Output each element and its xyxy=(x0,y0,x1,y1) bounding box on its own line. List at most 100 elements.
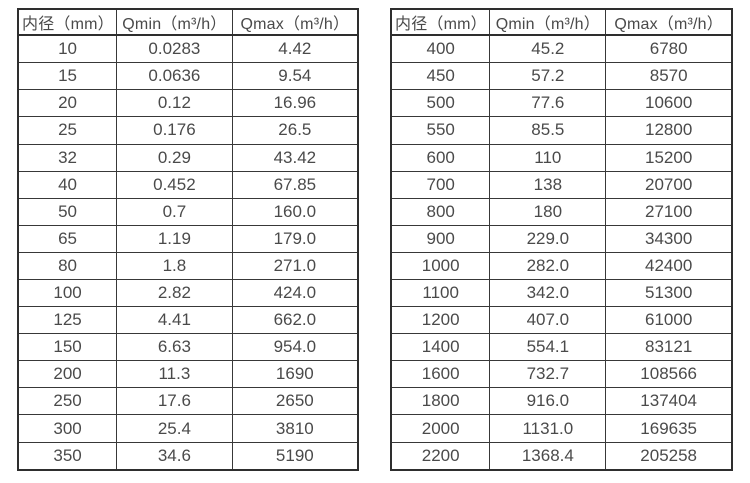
cell-qmax: 169635 xyxy=(605,414,733,443)
cell-qmax: 20700 xyxy=(605,170,733,199)
cell-qmin: 1.8 xyxy=(116,251,233,281)
table-row: 2000 1131.0 169635 xyxy=(390,414,733,443)
table-row: 10 0.0283 4.42 xyxy=(17,34,359,64)
cell-diameter: 400 xyxy=(390,34,491,64)
table-row: 200 11.3 1690 xyxy=(17,360,359,389)
cell-qmax: 424.0 xyxy=(231,278,359,308)
header-diameter: 内径（mm） xyxy=(390,8,491,36)
table-row: 1600 732.7 108566 xyxy=(390,360,733,389)
cell-diameter: 600 xyxy=(390,143,491,172)
cell-qmax: 137404 xyxy=(605,387,733,416)
cell-qmax: 2650 xyxy=(231,387,359,416)
cell-diameter: 80 xyxy=(17,251,118,281)
cell-qmax: 108566 xyxy=(605,360,733,389)
cell-qmin: 45.2 xyxy=(489,34,607,64)
cell-qmin: 1368.4 xyxy=(489,441,607,471)
cell-diameter: 800 xyxy=(390,197,491,226)
table-row: 1400 554.1 83121 xyxy=(390,333,733,362)
cell-qmin: 6.63 xyxy=(116,333,233,362)
cell-qmax: 3810 xyxy=(231,414,359,443)
cell-diameter: 40 xyxy=(17,170,118,199)
table-row: 25 0.176 26.5 xyxy=(17,116,359,145)
table-row: 20 0.12 16.96 xyxy=(17,89,359,118)
cell-diameter: 450 xyxy=(390,62,491,91)
cell-qmin: 138 xyxy=(489,170,607,199)
cell-diameter: 10 xyxy=(17,34,118,64)
cell-qmax: 8570 xyxy=(605,62,733,91)
table-row: 800 180 27100 xyxy=(390,197,733,226)
cell-qmax: 205258 xyxy=(605,441,733,471)
cell-qmax: 271.0 xyxy=(231,251,359,281)
cell-diameter: 100 xyxy=(17,278,118,308)
cell-diameter: 2200 xyxy=(390,441,491,471)
table-row: 350 34.6 5190 xyxy=(17,441,359,471)
cell-qmax: 16.96 xyxy=(231,89,359,118)
table-row: 150 6.63 954.0 xyxy=(17,333,359,362)
table-row: 400 45.2 6780 xyxy=(390,34,733,64)
cell-qmin: 732.7 xyxy=(489,360,607,389)
cell-qmin: 0.29 xyxy=(116,143,233,172)
table-row: 80 1.8 271.0 xyxy=(17,251,359,281)
cell-qmin: 77.6 xyxy=(489,89,607,118)
cell-qmin: 4.41 xyxy=(116,306,233,335)
table-row: 125 4.41 662.0 xyxy=(17,306,359,335)
cell-qmax: 83121 xyxy=(605,333,733,362)
cell-qmin: 916.0 xyxy=(489,387,607,416)
cell-qmax: 9.54 xyxy=(231,62,359,91)
cell-diameter: 550 xyxy=(390,116,491,145)
cell-qmin: 0.0283 xyxy=(116,34,233,64)
table-row: 600 110 15200 xyxy=(390,143,733,172)
cell-qmax: 954.0 xyxy=(231,333,359,362)
flow-rate-table-small-diameters: 内径（mm） Qmin（m³/h） Qmax（m³/h） 10 0.0283 4.42 15… xyxy=(17,8,359,471)
flow-rate-table-large-diameters: 内径（mm） Qmin（m³/h） Qmax（m³/h） 400 45.2 6780 450… xyxy=(390,8,733,471)
cell-qmin: 0.12 xyxy=(116,89,233,118)
cell-qmax: 5190 xyxy=(231,441,359,471)
cell-qmax: 61000 xyxy=(605,306,733,335)
table-row: 65 1.19 179.0 xyxy=(17,224,359,253)
table-header-row: 内径（mm） Qmin（m³/h） Qmax（m³/h） xyxy=(17,8,359,36)
cell-diameter: 65 xyxy=(17,224,118,253)
cell-diameter: 300 xyxy=(17,414,118,443)
cell-qmin: 17.6 xyxy=(116,387,233,416)
cell-diameter: 1100 xyxy=(390,278,491,308)
cell-qmax: 6780 xyxy=(605,34,733,64)
cell-qmax: 34300 xyxy=(605,224,733,253)
cell-diameter: 1600 xyxy=(390,360,491,389)
cell-qmin: 282.0 xyxy=(489,251,607,281)
cell-qmin: 342.0 xyxy=(489,278,607,308)
cell-diameter: 150 xyxy=(17,333,118,362)
cell-qmax: 42400 xyxy=(605,251,733,281)
cell-qmin: 0.0636 xyxy=(116,62,233,91)
header-qmax: Qmax（m³/h） xyxy=(605,8,733,36)
table-row: 500 77.6 10600 xyxy=(390,89,733,118)
cell-diameter: 2000 xyxy=(390,414,491,443)
table-row: 1200 407.0 61000 xyxy=(390,306,733,335)
header-qmin: Qmin（m³/h） xyxy=(489,8,607,36)
table-header-row: 内径（mm） Qmin（m³/h） Qmax（m³/h） xyxy=(390,8,733,36)
cell-diameter: 250 xyxy=(17,387,118,416)
cell-qmin: 229.0 xyxy=(489,224,607,253)
cell-qmax: 27100 xyxy=(605,197,733,226)
cell-qmax: 12800 xyxy=(605,116,733,145)
table-row: 700 138 20700 xyxy=(390,170,733,199)
cell-qmax: 26.5 xyxy=(231,116,359,145)
table-row: 250 17.6 2650 xyxy=(17,387,359,416)
header-qmin: Qmin（m³/h） xyxy=(116,8,233,36)
cell-qmin: 25.4 xyxy=(116,414,233,443)
table-row: 450 57.2 8570 xyxy=(390,62,733,91)
cell-qmax: 4.42 xyxy=(231,34,359,64)
cell-qmax: 43.42 xyxy=(231,143,359,172)
cell-qmin: 554.1 xyxy=(489,333,607,362)
cell-qmin: 57.2 xyxy=(489,62,607,91)
cell-diameter: 50 xyxy=(17,197,118,226)
cell-diameter: 900 xyxy=(390,224,491,253)
table-row: 50 0.7 160.0 xyxy=(17,197,359,226)
cell-qmin: 1131.0 xyxy=(489,414,607,443)
cell-qmax: 67.85 xyxy=(231,170,359,199)
cell-qmax: 1690 xyxy=(231,360,359,389)
table-row: 2200 1368.4 205258 xyxy=(390,441,733,471)
table-row: 15 0.0636 9.54 xyxy=(17,62,359,91)
cell-diameter: 1800 xyxy=(390,387,491,416)
cell-diameter: 1400 xyxy=(390,333,491,362)
cell-qmax: 10600 xyxy=(605,89,733,118)
